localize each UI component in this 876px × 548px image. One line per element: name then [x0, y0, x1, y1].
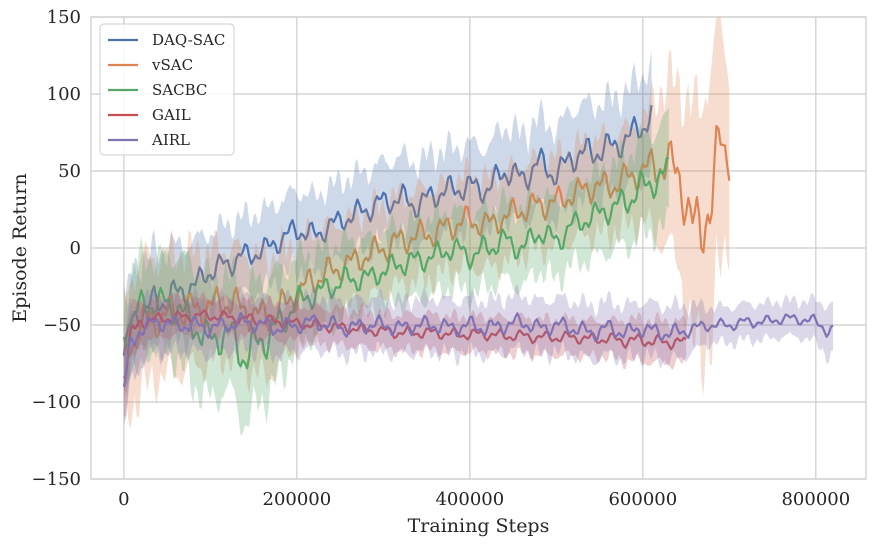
y-axis-label: Episode Return: [9, 173, 31, 323]
series-vsac: [123, 17, 731, 430]
y-tick-label: −100: [32, 392, 81, 413]
legend-box: [99, 23, 235, 156]
y-tick-label: 0: [70, 238, 81, 259]
legend-label: vSAC: [151, 56, 193, 74]
legend-label: DAQ-SAC: [152, 31, 225, 49]
series-daq-sac: [122, 49, 653, 391]
y-tick-label: 100: [47, 84, 81, 105]
series-line: [122, 156, 670, 370]
legend-label: SACBC: [152, 81, 207, 99]
y-tick-label: 50: [58, 161, 81, 182]
tick-labels: 0 200000 400000 600000 800000 −150 −100 −50 0 50 1…: [32, 7, 851, 510]
series-group: [122, 17, 834, 436]
series-sacbc: [122, 107, 670, 436]
y-tick-label: −150: [32, 469, 81, 490]
series-line: [122, 105, 653, 356]
legend-label: AIRL: [151, 131, 190, 149]
y-tick-label: −50: [43, 315, 81, 336]
x-tick-label: 0: [118, 489, 129, 510]
x-axis-label: Training Steps: [408, 515, 550, 537]
confidence-band: [123, 107, 669, 436]
x-tick-label: 200000: [263, 489, 332, 510]
x-tick-label: 600000: [608, 489, 677, 510]
legend: DAQ-SAC vSAC SACBC GAIL AIRL: [99, 23, 235, 156]
series-line: [123, 124, 731, 357]
x-tick-label: 800000: [781, 489, 850, 510]
x-tick-label: 400000: [435, 489, 504, 510]
plot-frame: [90, 16, 867, 480]
series-line: [122, 312, 834, 387]
y-tick-label: 150: [47, 7, 81, 28]
confidence-band: [123, 283, 834, 425]
confidence-band: [123, 17, 730, 430]
confidence-band: [123, 49, 652, 391]
legend-label: GAIL: [152, 106, 191, 124]
series-airl: [122, 283, 834, 425]
